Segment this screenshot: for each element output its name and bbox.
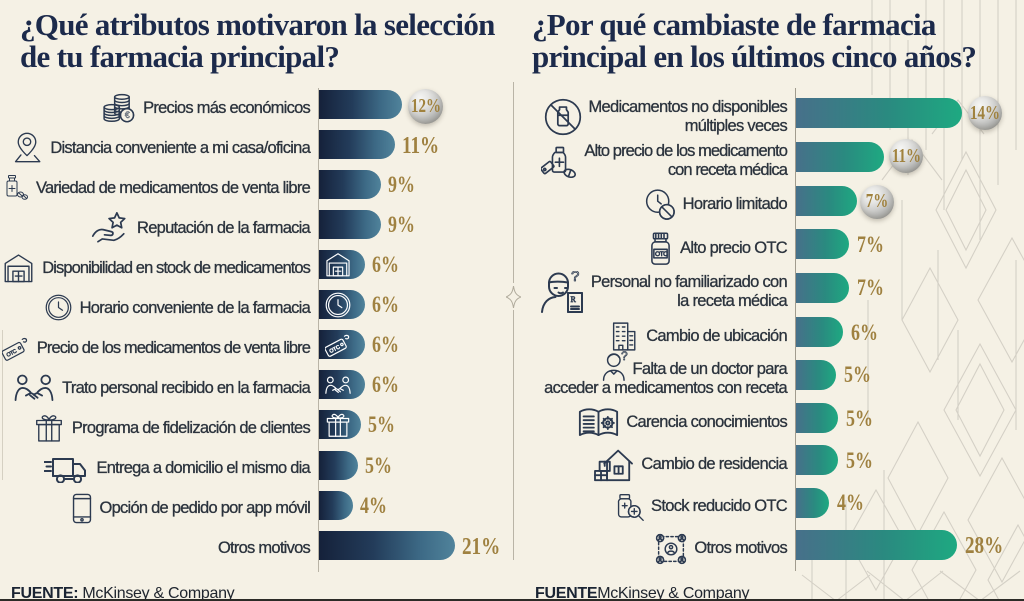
svg-text:R: R	[570, 295, 576, 304]
svg-text:OTC: OTC	[6, 348, 18, 358]
svg-text:€: €	[125, 110, 130, 120]
svg-text:OTC: OTC	[655, 251, 668, 258]
svg-text:?: ?	[621, 351, 628, 363]
svg-text:OTC: OTC	[329, 345, 342, 356]
svg-text:?: ?	[571, 271, 579, 285]
